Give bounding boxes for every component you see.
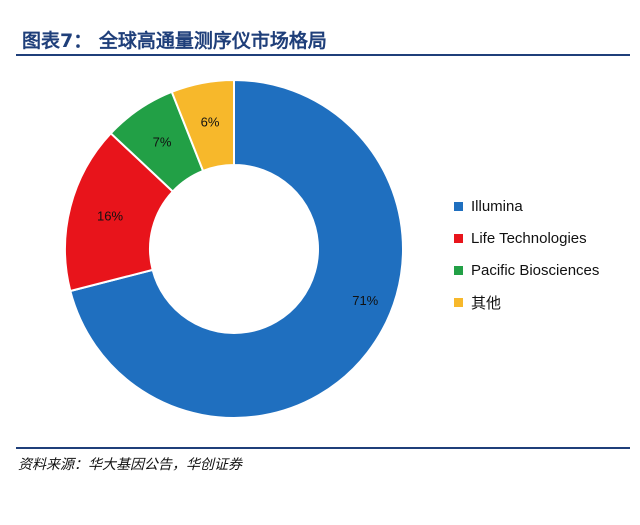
legend-label-illumina: Illumina [471,197,523,215]
source-note: 资料来源：华大基因公告，华创证券 [18,457,242,473]
legend-item-life-technologies: Life Technologies [454,222,599,254]
slice-other [170,78,235,173]
data-label-other: 6% [201,115,220,130]
legend-swatch-illumina [454,201,463,211]
footer-divider [16,447,630,449]
legend-item-other: 其他 [454,286,599,318]
legend-item-pacific-biosciences: Pacific Biosciences [454,254,599,286]
data-label-pacific-biosciences: 7% [153,135,172,150]
legend-label-other: 其他 [471,294,502,312]
chart-title: 图表7： 全球高通量测序仪市场格局 [22,30,327,52]
data-label-illumina: 71% [352,293,378,308]
slice-illumina [69,78,404,419]
legend-swatch-other [454,297,463,307]
data-label-life-technologies: 16% [97,209,123,224]
legend-label-life-technologies: Life Technologies [471,229,587,247]
legend-swatch-life-technologies [454,233,463,243]
legend-item-illumina: Illumina [454,190,599,222]
legend-swatch-pacific-biosciences [454,265,463,275]
legend-label-pacific-biosciences: Pacific Biosciences [471,261,600,279]
chart-legend: Illumina Life Technologies Pacific Biosc… [454,190,599,318]
title-divider [16,54,630,56]
